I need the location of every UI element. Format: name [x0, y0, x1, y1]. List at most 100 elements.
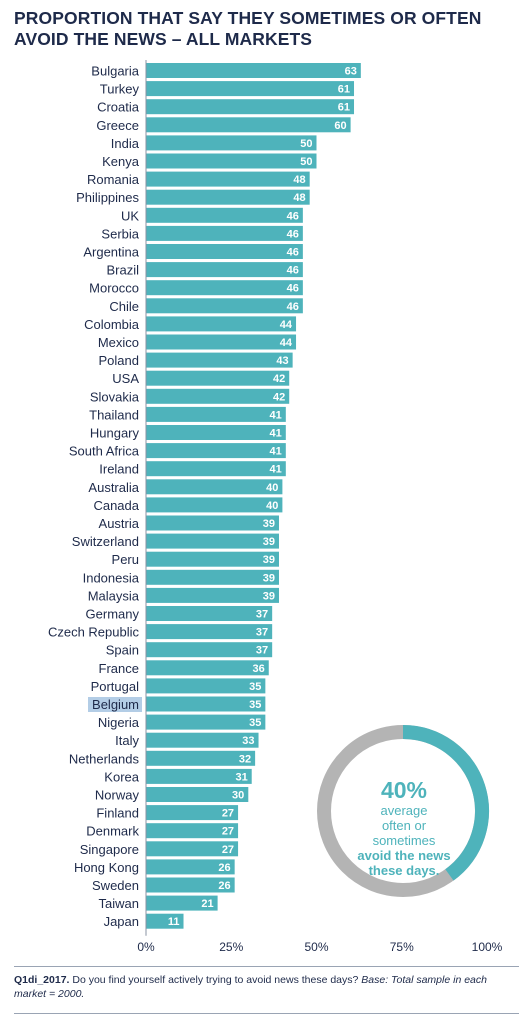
category-label: Netherlands	[69, 751, 140, 766]
bar-value-label: 46	[287, 283, 299, 295]
bar-value-label: 60	[334, 120, 346, 132]
category-label: Malaysia	[88, 588, 140, 603]
category-label: Peru	[112, 552, 139, 567]
bar-ireland	[146, 461, 286, 477]
bar-australia	[146, 479, 283, 495]
bar-slovakia	[146, 388, 290, 404]
bar-value-label: 26	[218, 880, 230, 892]
category-label: Croatia	[97, 100, 140, 115]
bar-italy	[146, 732, 259, 748]
bar-singapore	[146, 841, 239, 857]
category-label: Sweden	[92, 878, 139, 893]
bar-colombia	[146, 316, 297, 332]
bar-value-label: 46	[287, 228, 299, 240]
bar-value-label: 48	[293, 192, 305, 204]
bar-value-label: 30	[232, 790, 244, 802]
bar-hungary	[146, 425, 286, 440]
category-label: India	[111, 136, 140, 151]
bar-poland	[146, 352, 293, 368]
category-label: Greece	[96, 118, 139, 133]
bar-value-label: 43	[276, 355, 288, 367]
category-label: Poland	[99, 353, 139, 368]
bar-value-label: 27	[222, 844, 234, 856]
category-label: Belgium	[92, 697, 139, 712]
category-label: Philippines	[76, 190, 139, 205]
category-label: France	[99, 661, 139, 676]
bar-value-label: 35	[249, 699, 261, 711]
bar-value-label: 21	[201, 898, 213, 910]
average-desc-bold-2: these days.	[368, 863, 440, 878]
bar-value-label: 39	[263, 572, 275, 584]
average-donut	[317, 725, 489, 897]
bar-netherlands	[146, 750, 256, 766]
bar-indonesia	[146, 569, 279, 585]
bar-value-label: 44	[280, 319, 293, 331]
category-label: South Africa	[69, 444, 140, 459]
category-label: Switzerland	[72, 534, 139, 549]
chart-title: PROPORTION THAT SAY THEY SOMETIMES OR OF…	[14, 8, 482, 49]
average-label: average	[380, 803, 428, 818]
average-desc-bold-1: avoid the news	[357, 848, 451, 863]
bar-value-label: 39	[263, 518, 275, 530]
bar-finland	[146, 805, 239, 821]
bar-taiwan	[146, 895, 218, 911]
bar-value-label: 33	[242, 735, 254, 747]
bar-value-label: 37	[256, 627, 268, 639]
bar-value-label: 42	[273, 391, 285, 403]
category-label: Austria	[99, 516, 140, 531]
bar-value-label: 44	[280, 337, 293, 349]
bar-value-label: 46	[287, 265, 299, 277]
bar-usa	[146, 370, 290, 386]
footnote: Q1di_2017. Do you find yourself actively…	[14, 974, 519, 1001]
bar-belgium	[146, 696, 266, 712]
bar-malaysia	[146, 587, 279, 603]
bar-canada	[146, 497, 283, 513]
bar-value-label: 41	[270, 446, 282, 458]
average-desc: often or sometimes	[372, 818, 436, 848]
bar-philippines	[146, 189, 310, 205]
bar-value-label: 39	[263, 536, 275, 548]
bar-germany	[146, 606, 273, 621]
category-label: Indonesia	[83, 570, 140, 585]
bar-argentina	[146, 244, 303, 259]
bar-mexico	[146, 334, 297, 350]
x-tick-label: 25%	[219, 940, 243, 954]
category-label: Hungary	[90, 426, 140, 441]
category-label: Morocco	[89, 281, 139, 296]
donut-share-arc	[402, 725, 489, 881]
bar-denmark	[146, 823, 239, 839]
footnote-code: Q1di_2017.	[14, 974, 70, 986]
category-label: Thailand	[89, 407, 139, 422]
bar-peru	[146, 551, 279, 567]
category-label: Ireland	[99, 462, 139, 477]
category-label: Romania	[87, 172, 140, 187]
category-label: UK	[121, 208, 139, 223]
bar-norway	[146, 787, 249, 802]
bar-turkey	[146, 81, 355, 97]
bar-nigeria	[146, 714, 266, 730]
bar-austria	[146, 515, 279, 531]
category-label: Kenya	[102, 154, 140, 169]
category-label: Germany	[86, 607, 140, 622]
bar-value-label: 27	[222, 808, 234, 820]
category-label: Italy	[115, 733, 139, 748]
bar-thailand	[146, 406, 286, 422]
bar-value-label: 46	[287, 247, 299, 259]
bar-value-label: 50	[300, 138, 312, 150]
bar-value-label: 40	[266, 500, 278, 512]
category-label: Chile	[109, 299, 139, 314]
bar-spain	[146, 642, 273, 658]
bar-value-label: 50	[300, 156, 312, 168]
category-label: Singapore	[80, 842, 139, 857]
x-tick-label: 75%	[390, 940, 414, 954]
bar-croatia	[146, 99, 355, 115]
category-label: Spain	[106, 643, 139, 658]
bar-value-label: 37	[256, 645, 268, 657]
bar-chile	[146, 298, 303, 314]
bar-value-label: 40	[266, 482, 278, 494]
bar-korea	[146, 768, 252, 784]
category-label: Nigeria	[98, 715, 140, 730]
category-label: Australia	[88, 480, 139, 495]
bar-value-label: 63	[345, 66, 357, 78]
